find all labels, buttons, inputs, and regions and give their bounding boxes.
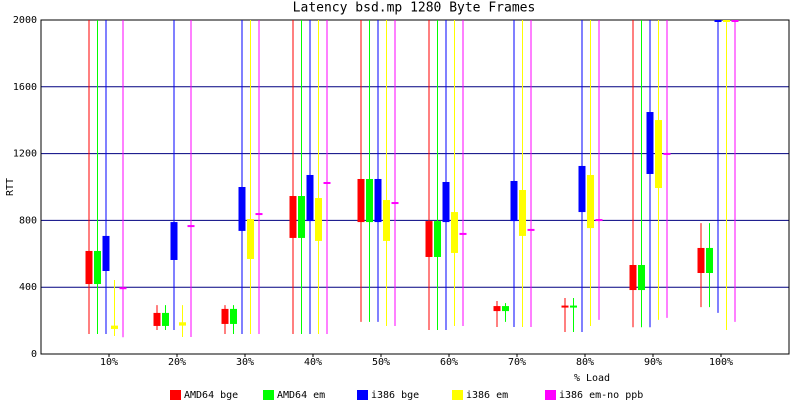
box [306, 174, 314, 222]
y-tick-label: 1200 [13, 149, 37, 160]
box [315, 198, 322, 241]
box [179, 322, 186, 326]
box [697, 247, 705, 274]
x-tick-label: 70% [508, 357, 526, 368]
x-tick-label: 10% [100, 357, 118, 368]
legend-label: AMD64 bge [184, 390, 238, 400]
box [323, 181, 331, 184]
box [374, 178, 382, 223]
legend-swatch [452, 390, 463, 400]
legend-swatch [357, 390, 368, 400]
legend-swatch [170, 390, 181, 400]
y-tick-label: 2000 [13, 15, 37, 26]
box [595, 219, 603, 222]
box [289, 196, 297, 238]
legend-swatch [545, 390, 556, 400]
y-tick-label: 400 [19, 282, 37, 293]
box [366, 178, 373, 223]
box [587, 174, 594, 229]
box [459, 232, 467, 235]
legend-label: AMD64 em [277, 390, 325, 400]
box [170, 222, 178, 260]
x-tick-label: 40% [304, 357, 322, 368]
box [493, 306, 501, 312]
box [94, 250, 101, 285]
box [255, 213, 263, 216]
box [442, 181, 450, 223]
x-tick-label: 50% [372, 357, 390, 368]
y-tick-label: 1600 [13, 82, 37, 93]
x-tick-label: 80% [576, 357, 594, 368]
legend-label: i386 em [466, 390, 508, 400]
x-tick-label: 90% [644, 357, 662, 368]
box [561, 305, 569, 308]
x-tick-label: 60% [440, 357, 458, 368]
box [102, 235, 110, 272]
box [111, 325, 118, 329]
box [383, 200, 390, 241]
box [162, 312, 169, 326]
box [85, 250, 93, 285]
x-tick-label: 100% [709, 357, 733, 368]
box [714, 20, 722, 22]
box [391, 202, 399, 205]
box [527, 228, 535, 231]
box [510, 180, 518, 222]
box [221, 308, 229, 324]
box [519, 190, 526, 236]
box [638, 264, 645, 291]
y-tick-label: 0 [31, 349, 37, 360]
box [570, 305, 577, 308]
box [153, 312, 161, 326]
y-tick-label: 800 [19, 215, 37, 226]
box [502, 306, 509, 312]
box [425, 221, 433, 257]
legend-label: i386 bge [371, 390, 419, 400]
box [731, 20, 739, 22]
box [187, 225, 195, 228]
box [230, 308, 237, 324]
box [629, 264, 637, 291]
x-tick-label: 20% [168, 357, 186, 368]
box [706, 247, 713, 274]
x-tick-label: 30% [236, 357, 254, 368]
y-axis-label: RTT [5, 178, 16, 196]
x-axis-label: % Load [574, 373, 610, 384]
box [247, 219, 254, 259]
legend-label: i386 em-no_ppb [559, 390, 643, 400]
plot-border [40, 19, 790, 355]
box [655, 120, 662, 189]
box [357, 178, 365, 223]
chart-title: Latency bsd.mp 1280 Byte Frames [293, 1, 536, 16]
box [646, 112, 654, 174]
box [298, 196, 305, 238]
box [578, 165, 586, 213]
box [119, 287, 127, 290]
box [238, 187, 246, 231]
box [451, 212, 458, 253]
box [434, 221, 441, 257]
legend-swatch [263, 390, 274, 400]
box [663, 152, 671, 155]
box [723, 20, 730, 22]
